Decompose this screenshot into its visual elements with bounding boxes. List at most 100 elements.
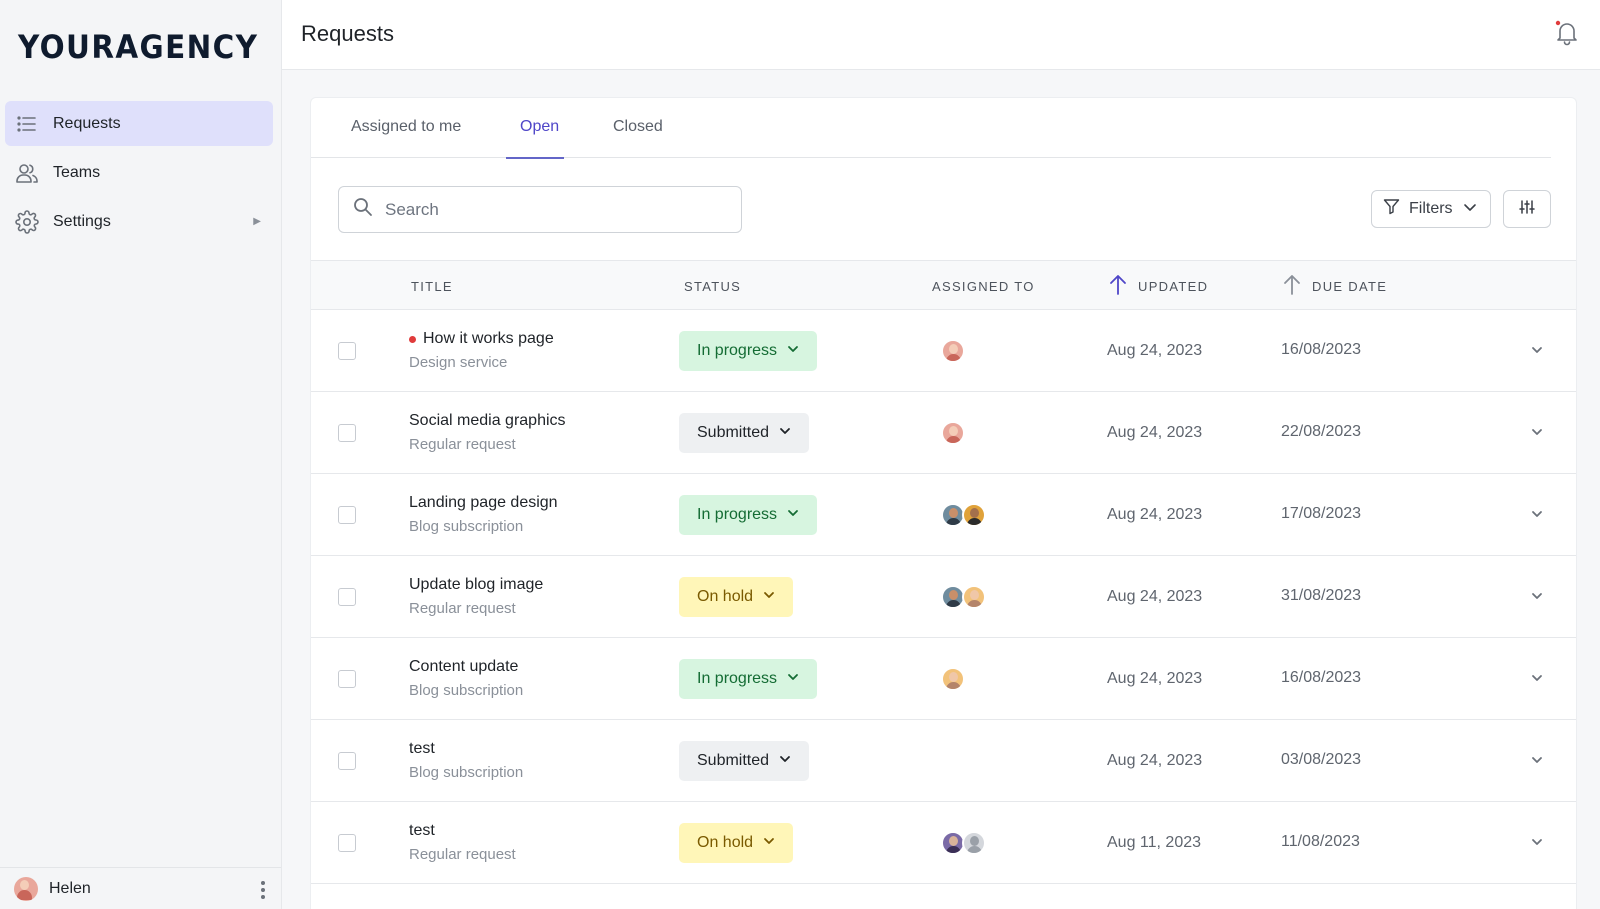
status-dropdown[interactable]: In progress [679,659,818,699]
title-cell[interactable]: test Regular request [409,822,516,863]
table-row[interactable]: Landing page design Blog subscription In… [311,474,1576,556]
title-cell[interactable]: Update blog image Regular request [409,576,543,617]
request-title-line: Landing page design [409,494,558,512]
table-row[interactable]: Social media graphics Regular request Su… [311,392,1576,474]
sidebar-item-teams[interactable]: Teams [5,150,273,195]
sidebar-item-requests[interactable]: Requests [5,101,273,146]
expand-row-icon[interactable] [1531,343,1543,361]
status-label: In progress [697,342,778,359]
row-checkbox[interactable] [338,670,356,688]
search-input[interactable] [385,199,705,220]
table-row[interactable]: How it works page Design service In prog… [311,310,1576,392]
filters-button[interactable]: Filters [1371,190,1491,228]
request-title[interactable]: Update blog image [409,576,544,593]
more-vertical-icon[interactable] [261,881,265,899]
avatar[interactable] [962,831,986,855]
request-service: Blog subscription [409,764,524,781]
sidebar-item-label: Settings [53,212,111,230]
request-title[interactable]: test [409,740,435,757]
title-cell[interactable]: test Blog subscription [409,740,523,781]
chevron-down-icon [763,588,775,606]
table-row[interactable]: Content update Blog subscription In prog… [311,638,1576,720]
request-service: Regular request [409,846,516,863]
assignees [941,421,965,445]
expand-row-icon[interactable] [1531,507,1543,525]
avatar[interactable] [941,421,965,445]
row-checkbox[interactable] [338,834,356,852]
request-title[interactable]: Content update [409,658,519,675]
chevron-down-icon [779,752,791,770]
due-date: 22/08/2023 [1281,423,1362,440]
column-title[interactable]: TITLE [411,279,453,294]
sidebar-nav: Requests Teams Settings ▶ [5,101,273,248]
avatar[interactable] [941,585,965,609]
row-checkbox[interactable] [338,424,356,442]
expand-row-icon[interactable] [1531,671,1543,689]
table-header: TITLE STATUS ASSIGNED TO UPDATED DUE DAT… [311,260,1576,310]
status-dropdown[interactable]: On hold [679,823,794,863]
status-dropdown[interactable]: Submitted [679,413,810,453]
request-title[interactable]: Landing page design [409,494,558,511]
row-checkbox[interactable] [338,342,356,360]
status-dropdown[interactable]: On hold [679,577,794,617]
filter-icon [1383,198,1400,220]
sort-arrow-up-icon [1282,274,1302,299]
tab-assigned-to-me[interactable]: Assigned to me [351,118,462,135]
request-title-line: How it works page [409,330,554,348]
avatar[interactable] [962,503,986,527]
sidebar-item-label: Teams [53,163,101,181]
sidebar-item-settings[interactable]: Settings ▶ [5,199,273,244]
tab-bar: Assigned to me Open Closed [311,98,1551,159]
tab-open[interactable]: Open [505,118,565,159]
avatar[interactable] [941,503,965,527]
updated-date: Aug 24, 2023 [1107,588,1203,605]
row-checkbox[interactable] [338,506,356,524]
table-row[interactable]: Update blog image Regular request On hol… [311,556,1576,638]
top-bar: Requests [282,0,1600,70]
title-cell[interactable]: Landing page design Blog subscription [409,494,558,535]
status-dropdown[interactable]: Submitted [679,741,810,781]
table-row[interactable]: test Regular request On hold Aug 11, 202… [311,802,1576,884]
status-dropdown[interactable]: In progress [679,331,818,371]
column-status[interactable]: STATUS [684,279,742,294]
title-cell[interactable]: Social media graphics Regular request [409,412,566,453]
request-title[interactable]: How it works page [423,330,554,347]
expand-row-icon[interactable] [1531,753,1543,771]
expand-row-icon[interactable] [1531,589,1543,607]
assignees [941,585,986,609]
column-due-date[interactable]: DUE DATE [1284,275,1387,295]
row-checkbox[interactable] [338,752,356,770]
column-assigned-to[interactable]: ASSIGNED TO [932,279,1035,294]
unread-dot [409,335,416,343]
request-title[interactable]: test [409,822,435,839]
caret-right-icon: ▶ [253,216,261,227]
table-row[interactable]: test Blog subscription Submitted Aug 24,… [311,720,1576,802]
title-cell[interactable]: How it works page Design service [409,330,554,371]
bell-icon[interactable] [1554,20,1580,46]
avatar[interactable] [941,831,965,855]
view-settings-button[interactable] [1503,190,1551,228]
avatar[interactable] [962,585,986,609]
chevron-down-icon [779,424,791,442]
status-dropdown[interactable]: In progress [679,495,818,535]
status-label: Submitted [697,424,770,441]
avatar[interactable] [941,667,965,691]
user-menu[interactable]: Helen [0,867,281,909]
request-service: Regular request [409,600,516,617]
brand-logo[interactable]: YOURAGENCY [18,28,259,66]
status-label: On hold [697,834,754,851]
row-checkbox[interactable] [338,588,356,606]
sidebar: YOURAGENCY Requests Teams [0,0,282,909]
avatar[interactable] [941,339,965,363]
due-date: 17/08/2023 [1281,505,1362,522]
updated-date: Aug 24, 2023 [1107,670,1203,687]
column-updated[interactable]: UPDATED [1110,275,1208,295]
expand-row-icon[interactable] [1531,835,1543,853]
tab-closed[interactable]: Closed [613,118,663,135]
title-cell[interactable]: Content update Blog subscription [409,658,523,699]
expand-row-icon[interactable] [1531,425,1543,443]
sidebar-item-label: Requests [53,114,121,132]
request-title[interactable]: Social media graphics [409,412,566,429]
requests-panel: Assigned to me Open Closed Filters [310,97,1577,909]
updated-date: Aug 11, 2023 [1107,834,1202,851]
